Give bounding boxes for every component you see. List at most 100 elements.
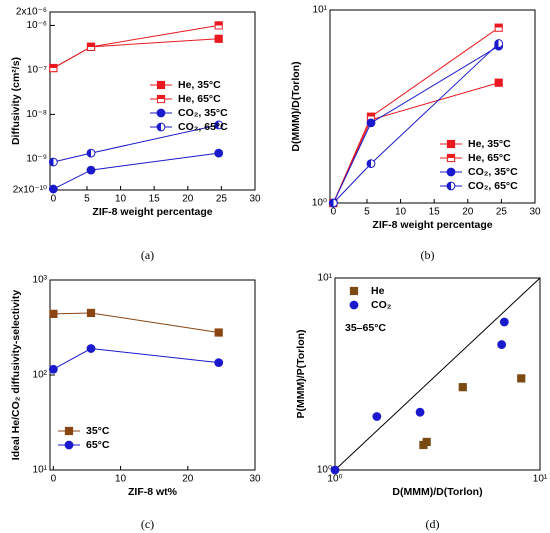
series-line: [53, 152, 219, 190]
marker: [214, 328, 223, 337]
diagonal-line: [334, 277, 541, 471]
y-tick-label: 10⁻⁷: [27, 65, 47, 76]
legend-marker: [349, 286, 359, 296]
caption: (b): [421, 248, 435, 262]
y-axis-label: D(MMM)/D(Torlon): [290, 61, 302, 151]
series-line: [53, 312, 219, 334]
legend-label: CO₂, 35°C: [468, 166, 518, 178]
x-tick-label: 20: [182, 194, 194, 205]
marker: [366, 159, 376, 169]
x-tick-label: 10: [115, 474, 127, 485]
caption: (a): [141, 248, 154, 262]
marker: [48, 157, 58, 167]
plot-frame: [329, 9, 536, 204]
marker: [86, 42, 96, 51]
marker: [48, 184, 58, 194]
legend-marker: [156, 94, 166, 104]
marker: [415, 407, 425, 417]
marker: [86, 165, 96, 175]
y-tick-label: 10⁰: [317, 465, 332, 476]
legend-label: 35°C: [86, 425, 110, 437]
legend-marker: [156, 108, 166, 118]
y-axis-label: Ideal He/CO₂ diffusivity-selectivity: [10, 290, 22, 461]
legend-label: He, 65°C: [178, 93, 221, 105]
legend-label: 65°C: [86, 439, 110, 451]
marker: [49, 309, 58, 318]
marker: [517, 374, 526, 383]
x-axis-label: ZIF-8 weight percentage: [372, 219, 492, 231]
y-axis-label: P(MMM)/P(Torlon): [295, 329, 307, 418]
plot-frame: [49, 11, 256, 191]
series-line: [53, 348, 219, 370]
series-line: [53, 24, 219, 69]
legend-marker: [446, 153, 456, 163]
y-axis-label: Diffusivity (cm²/s): [10, 57, 22, 145]
x-tick-label: 20: [462, 207, 474, 218]
y-tick-label: 10¹: [33, 465, 48, 476]
marker: [372, 412, 382, 421]
x-tick-label: 10: [395, 207, 407, 218]
plot-frame: [334, 277, 541, 471]
x-tick-label: 25: [216, 194, 228, 205]
x-tick-label: 30: [249, 474, 261, 485]
x-tick-label: 0: [331, 207, 337, 218]
marker: [49, 63, 58, 73]
marker: [214, 120, 224, 130]
x-axis-label: D(MMM)/D(Torlon): [392, 486, 482, 498]
legend-label: He: [371, 285, 385, 297]
plot-frame: [49, 279, 256, 471]
legend-marker: [446, 181, 456, 191]
x-tick-label: 0: [51, 194, 57, 205]
marker: [214, 148, 224, 158]
y-tick-label: 10⁻⁸: [26, 109, 47, 120]
y-tick-label: 2x10⁻⁶: [16, 7, 47, 18]
y-tick-label: 10⁻⁶: [26, 20, 47, 31]
x-axis-label: ZIF-8 weight percentage: [92, 206, 212, 218]
annotation: 35–65°C: [345, 322, 386, 334]
marker: [422, 437, 431, 447]
legend-marker: [156, 122, 166, 132]
x-tick-label: 15: [149, 194, 161, 205]
x-tick-label: 10¹: [533, 474, 548, 485]
x-tick-label: 10: [115, 194, 127, 205]
y-tick-label: 10¹: [318, 273, 333, 284]
x-axis-label: ZIF-8 wt%: [128, 486, 178, 498]
marker: [86, 344, 96, 353]
marker: [214, 358, 224, 368]
x-tick-label: 5: [364, 207, 370, 218]
caption: (c): [141, 517, 154, 531]
legend-label: CO₂, 35°C: [178, 107, 228, 119]
marker: [458, 383, 467, 392]
series-line: [53, 38, 219, 69]
legend-label: CO₂, 65°C: [178, 121, 228, 133]
legend-label: He, 65°C: [468, 152, 511, 164]
y-tick-label: 2x10⁻¹⁰: [13, 185, 47, 196]
marker: [494, 39, 504, 48]
legend-label: CO₂, 65°C: [468, 180, 518, 192]
legend-marker: [446, 139, 456, 149]
legend-label: He, 35°C: [178, 79, 221, 91]
caption: (d): [426, 517, 440, 531]
marker: [214, 21, 223, 30]
y-tick-label: 10¹: [313, 5, 328, 16]
marker: [494, 23, 503, 32]
x-tick-label: 20: [182, 474, 194, 485]
legend-marker: [64, 440, 74, 450]
marker: [499, 317, 509, 327]
marker: [214, 34, 223, 43]
x-tick-label: 30: [249, 194, 261, 205]
marker: [86, 148, 96, 158]
legend-marker: [349, 300, 359, 310]
x-tick-label: 0: [51, 474, 57, 485]
x-tick-label: 10⁰: [327, 474, 342, 485]
legend-label: CO₂: [371, 299, 392, 311]
marker: [86, 308, 96, 318]
y-tick-label: 10⁻⁹: [26, 154, 47, 165]
x-tick-label: 5: [84, 194, 90, 205]
legend-marker: [446, 167, 456, 177]
y-tick-label: 10³: [33, 275, 48, 286]
legend-marker: [64, 426, 74, 436]
x-tick-label: 15: [429, 207, 441, 218]
y-tick-label: 10²: [33, 370, 48, 381]
